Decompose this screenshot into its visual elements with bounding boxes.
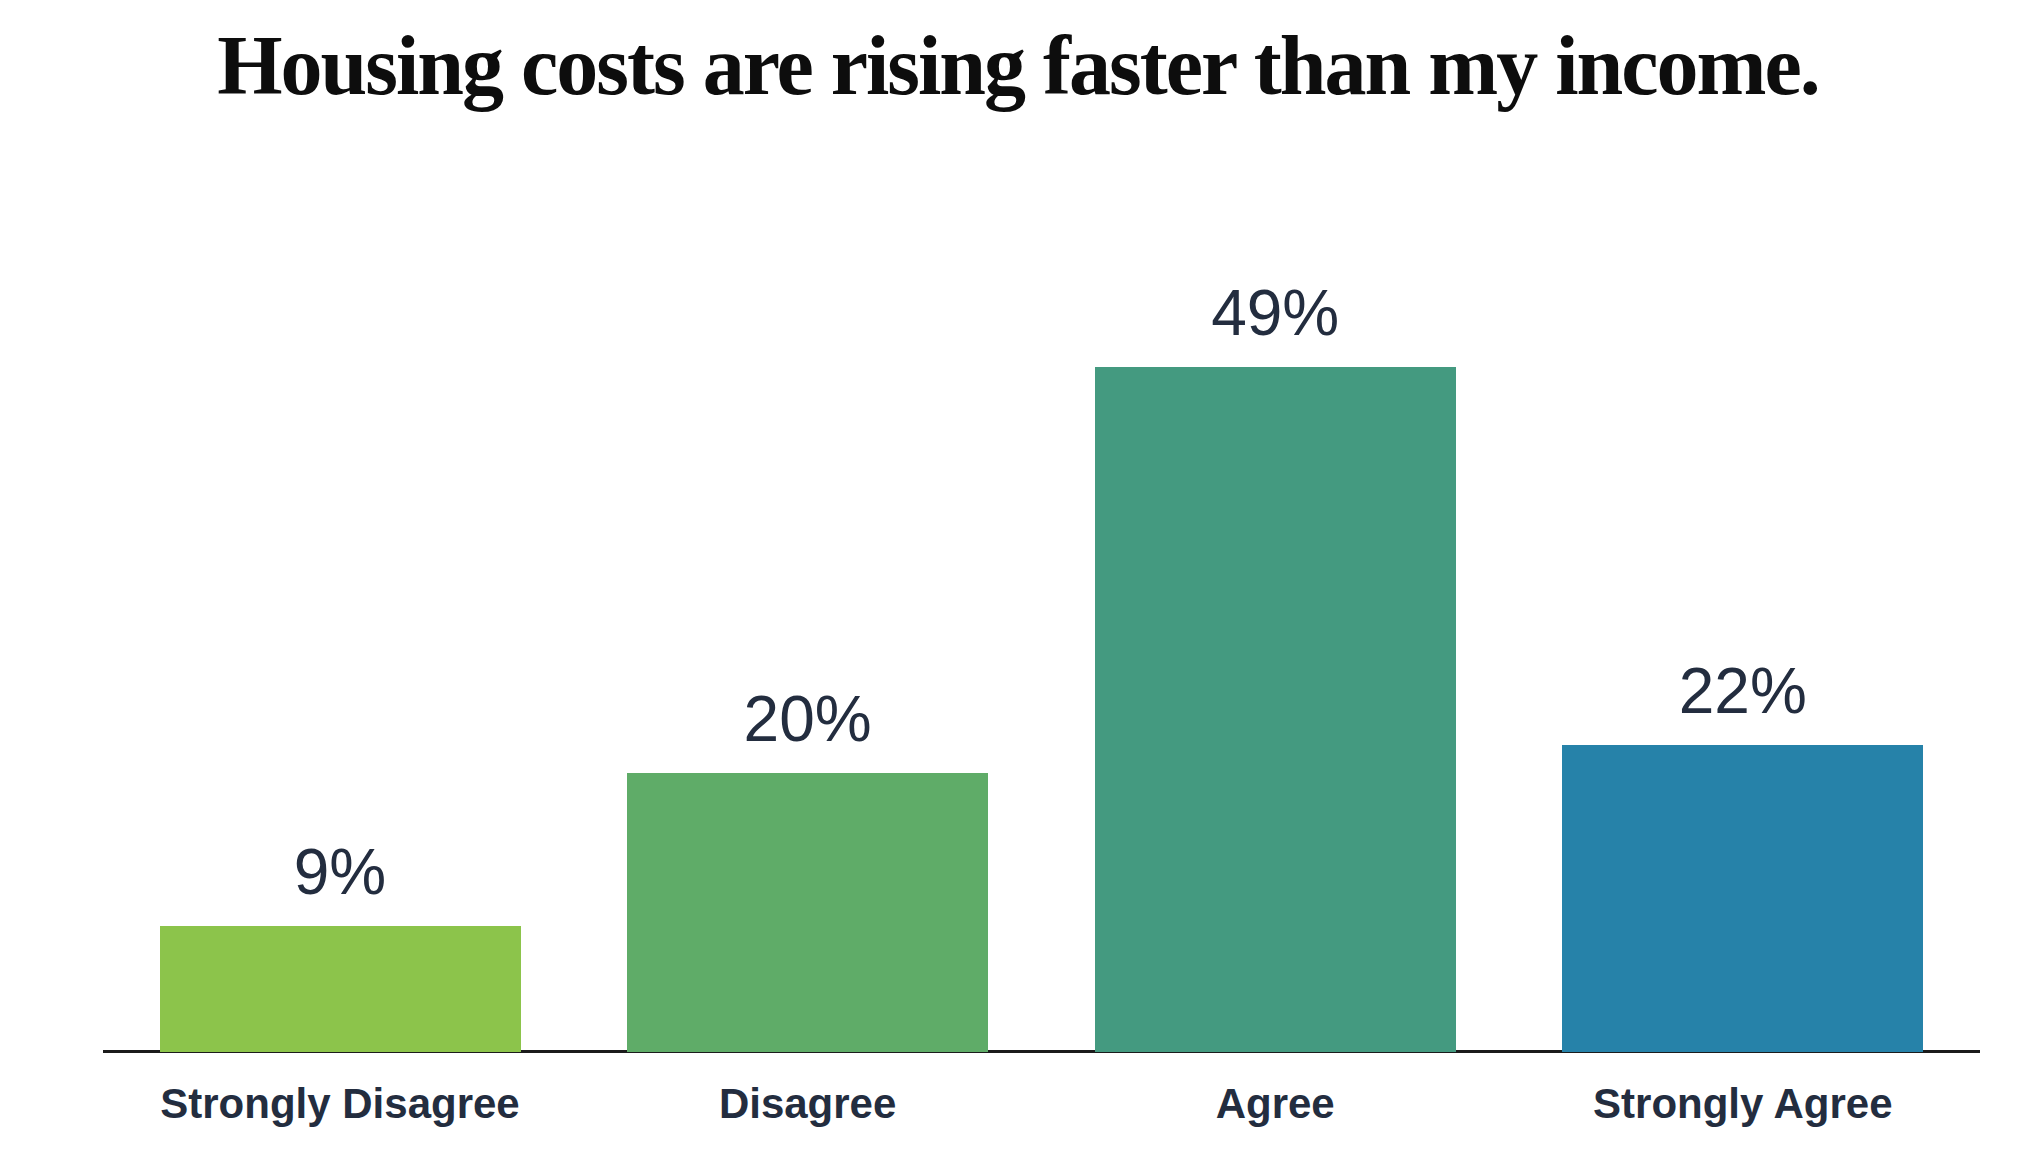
bar-strongly-agree [1562, 745, 1923, 1052]
chart-area: 9% Strongly Disagree 20% Disagree 49% Agree 22… [0, 0, 2036, 1164]
x-axis-label-agree: Agree [1025, 1083, 1525, 1125]
bar-value-label-strongly-disagree: 9% [130, 840, 550, 904]
x-axis-label-disagree: Disagree [558, 1083, 1058, 1125]
bar-value-label-disagree: 20% [598, 687, 1018, 751]
bar-value-label-strongly-agree: 22% [1533, 659, 1953, 723]
bar-chart: Housing costs are rising faster than my … [0, 0, 2036, 1164]
x-axis-label-strongly-disagree: Strongly Disagree [90, 1083, 590, 1125]
x-axis-label-strongly-agree: Strongly Agree [1493, 1083, 1993, 1125]
bar-strongly-disagree [160, 926, 521, 1052]
bar-disagree [627, 773, 988, 1052]
bar-agree [1095, 367, 1456, 1052]
bar-value-label-agree: 49% [1065, 281, 1485, 345]
